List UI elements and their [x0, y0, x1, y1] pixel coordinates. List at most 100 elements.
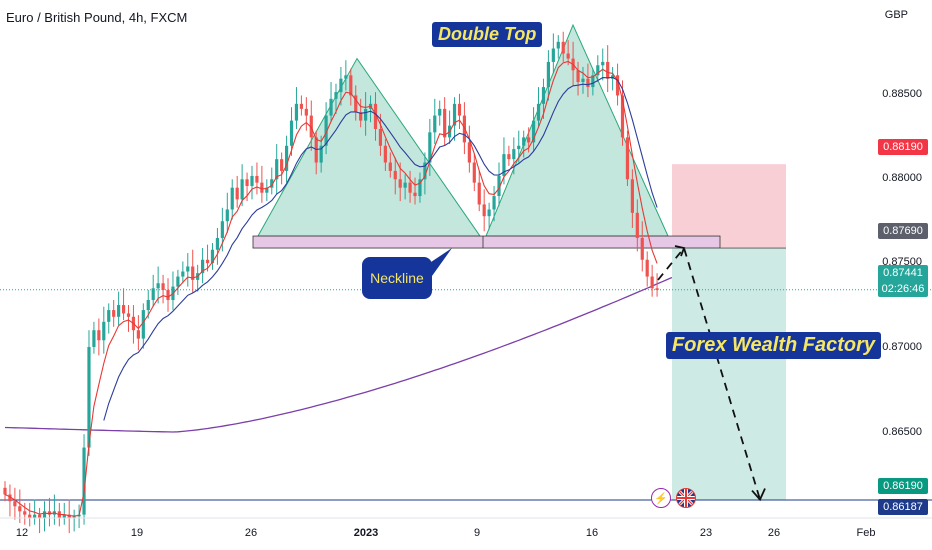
candle [349, 68, 353, 106]
candle [378, 113, 383, 156]
candle-body [354, 95, 358, 113]
candle-body [373, 103, 378, 129]
projection-dashed-path [657, 246, 761, 500]
candle-body [18, 506, 22, 512]
candle-body [62, 514, 66, 518]
candle [42, 501, 47, 532]
candle-body [635, 212, 639, 238]
candle-body [438, 108, 442, 116]
candle-body [151, 288, 155, 301]
candle [344, 60, 348, 91]
lightning-icon[interactable]: ⚡ [651, 488, 671, 508]
candle [304, 97, 308, 131]
candle-body [522, 137, 526, 146]
candle-body [645, 259, 649, 277]
candle-body [566, 53, 570, 59]
candle-body [596, 65, 600, 76]
last-price-tag: 0.87441 [878, 265, 928, 281]
candle-body [8, 494, 12, 502]
candle-body [205, 259, 210, 264]
time-tick-12: 12 [15, 527, 29, 539]
candle-body [72, 516, 76, 518]
time-tick-9: 9 [473, 527, 481, 539]
candle [280, 152, 284, 185]
candle-body [467, 142, 471, 163]
candle-body [186, 266, 190, 272]
candle-body [324, 115, 328, 146]
candle-body [42, 511, 47, 518]
candle-body [13, 501, 17, 507]
candle [536, 87, 541, 128]
candle-body [576, 70, 580, 83]
candle [62, 502, 66, 525]
candle-body [284, 145, 289, 171]
uk-flag-graphic [677, 489, 695, 507]
candle-body [393, 170, 397, 180]
candle [215, 227, 220, 265]
candle [289, 107, 294, 156]
candle-body [240, 179, 244, 200]
time-tick-26b: 26 [767, 527, 781, 539]
candle-body [121, 305, 126, 314]
entry-price-tag: 0.87690 [878, 223, 928, 239]
candle [472, 154, 476, 192]
candle [8, 484, 12, 517]
candle-body [492, 196, 496, 210]
candle [477, 170, 481, 212]
candle-body [191, 266, 195, 280]
candle [403, 174, 407, 200]
arrowhead-up [674, 245, 686, 257]
candle [156, 266, 160, 304]
candle [507, 145, 511, 166]
candle [433, 98, 437, 145]
candle-body [517, 145, 521, 150]
candle-body [482, 204, 486, 217]
candle-body [309, 115, 313, 138]
candle-body [601, 61, 605, 66]
countdown-tag: 02:26:46 [878, 281, 928, 297]
arrowhead-down [751, 488, 766, 502]
candle-body [630, 179, 634, 213]
ema-fast-line [4, 60, 658, 517]
candle-body [87, 346, 91, 448]
target-price-tag: 0.86190 [878, 478, 928, 494]
price-tick-87000: 0.87000 [882, 341, 922, 353]
candle-body [556, 41, 560, 49]
candle [265, 179, 269, 202]
candle-body [536, 103, 541, 121]
right-top-triangle [485, 23, 669, 237]
candle [102, 306, 106, 354]
candle-body [289, 120, 294, 146]
candle [225, 192, 229, 233]
candle [210, 243, 215, 270]
candle-body [457, 103, 462, 116]
candle [443, 97, 447, 146]
candle-body [497, 175, 501, 197]
take-profit-zone [672, 248, 786, 500]
candle-body [210, 249, 215, 264]
candle-body [581, 78, 585, 83]
time-tick-23: 23 [699, 527, 713, 539]
uk-flag-icon[interactable] [676, 488, 696, 508]
candle-body [561, 41, 565, 54]
candle [596, 55, 600, 83]
candle-body [260, 182, 264, 193]
candle [492, 186, 496, 222]
candle [97, 318, 101, 356]
candle-body [443, 108, 447, 138]
candle [556, 35, 560, 59]
candle-body [250, 175, 254, 186]
candle-body [235, 187, 239, 200]
candle-body [383, 145, 387, 163]
candle [452, 97, 457, 141]
candle [270, 167, 274, 195]
candle [235, 175, 239, 208]
candle-body [388, 162, 392, 171]
candle-body [487, 209, 491, 217]
candle [13, 487, 17, 520]
candle-body [112, 310, 116, 317]
time-tick-26: 26 [244, 527, 258, 539]
candle-body [126, 313, 131, 317]
candle [413, 177, 417, 205]
